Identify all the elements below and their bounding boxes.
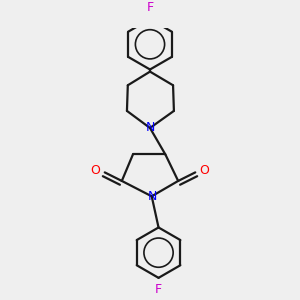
Text: N: N — [145, 122, 155, 134]
Text: O: O — [91, 164, 100, 177]
Text: F: F — [146, 1, 154, 14]
Text: O: O — [200, 164, 209, 177]
Text: F: F — [155, 283, 162, 296]
Text: N: N — [148, 190, 157, 203]
